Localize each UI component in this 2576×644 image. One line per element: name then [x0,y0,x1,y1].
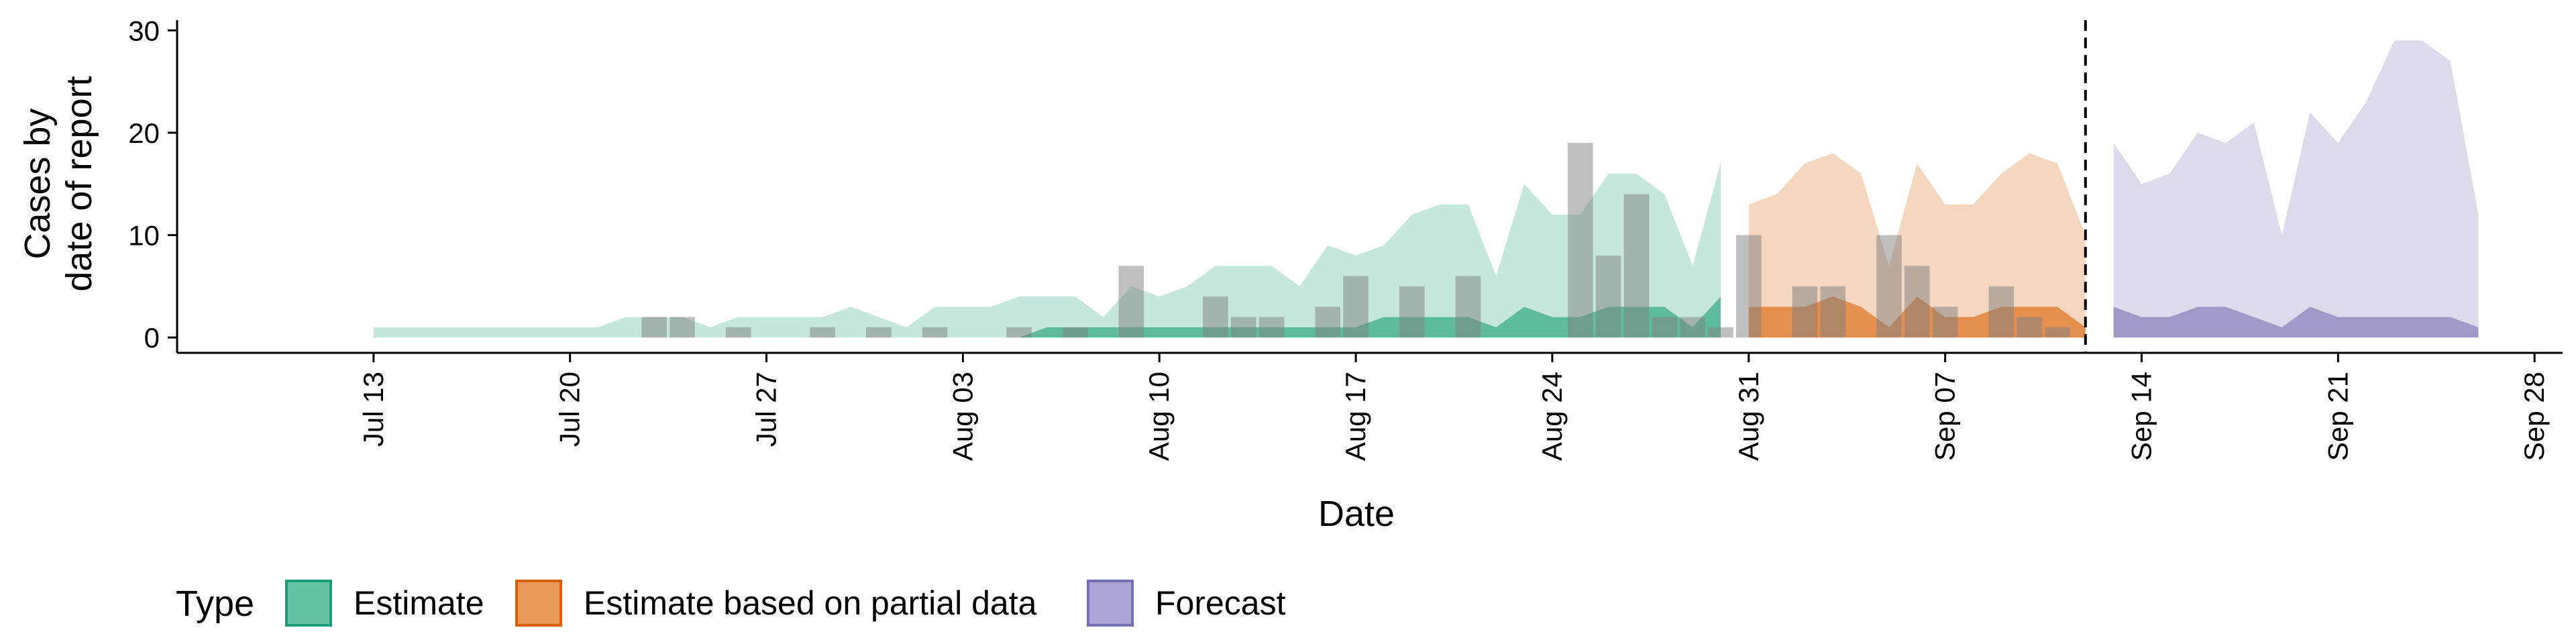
reported-case-bar [1932,307,1958,338]
reported-case-bar [1203,297,1228,338]
reported-case-bar [1258,317,1285,338]
estimate-inner-band [373,297,1721,338]
reported-case-bar [1595,256,1621,338]
reported-cases-bars [641,143,2070,338]
reported-case-bar [922,327,948,338]
x-tick-label: Sep 07 [1929,372,1961,461]
reported-case-bar [641,317,667,338]
legend-key [515,580,562,627]
x-tick-label: Jul 27 [751,372,782,447]
x-tick-label: Sep 21 [2322,372,2353,461]
legend-key [1087,580,1134,627]
reported-case-bar [1455,276,1481,338]
legend-label: Forecast [1155,584,1286,622]
y-tick-label: 20 [128,117,160,149]
x-tick-label: Aug 10 [1143,372,1175,461]
reported-case-bar [1820,286,1846,338]
reported-case-bar [725,327,751,338]
reported-case-bar [1652,317,1678,338]
reported-case-bar [1567,143,1593,338]
y-axis-title-line: Cases by [17,108,58,259]
reported-case-bar [866,327,892,338]
y-axis-title: Cases bydate of report [17,76,99,291]
reported-case-bar [1623,194,1650,338]
x-axis-title: Date [1318,494,1395,534]
x-tick-label: Jul 20 [554,372,586,447]
reported-case-bar [1708,327,1733,338]
x-tick-label: Aug 17 [1340,372,1371,461]
x-tick-label: Jul 13 [358,372,389,447]
reported-case-bar [1904,266,1930,338]
reported-case-bar [1315,307,1341,338]
y-tick-label: 0 [144,322,160,354]
estimate-outer-band [373,163,1721,338]
x-tick-label: Aug 03 [947,372,978,461]
reported-case-bar [1735,235,1762,338]
legend-label: Estimate [354,584,484,622]
reported-case-bar [669,317,695,338]
y-tick-label: 10 [128,219,160,251]
x-tick-label: Aug 24 [1536,372,1568,461]
bands-layer [373,40,2479,338]
legend-title: Type [176,584,254,624]
legend: Type Estimate Estimate based on partial da… [176,580,1286,627]
reported-case-bar [2017,317,2042,338]
reported-case-bar [1118,266,1144,338]
legend-key [285,580,332,627]
reported-case-bar [1343,276,1368,338]
x-tick-label: Sep 14 [2125,372,2157,461]
reported-case-bar [1680,317,1705,338]
reported-case-bar [1876,235,1902,338]
forecast-inner-band [2113,307,2479,338]
reported-case-bar [1006,327,1032,338]
reported-case-bar [1062,327,1088,338]
forecast-outer-band [2113,40,2479,338]
y-axis-title-line: date of report [59,76,99,291]
reported-case-bar [1230,317,1256,338]
reported-case-bar [2045,327,2070,338]
y-tick-label: 30 [128,15,160,46]
legend-label: Estimate based on partial data [584,584,1037,622]
reported-case-bar [810,327,836,338]
axes: 0 10 20 30 Jul 13 Jul 20 Jul 27 Aug 03 Aug 10 Aug… [17,15,2563,534]
x-tick-label: Sep 28 [2518,372,2550,461]
reported-case-bar [1792,286,1818,338]
x-tick-label: Aug 31 [1733,372,1764,461]
reported-case-bar [1399,286,1425,338]
reported-case-bar [1988,286,2015,338]
